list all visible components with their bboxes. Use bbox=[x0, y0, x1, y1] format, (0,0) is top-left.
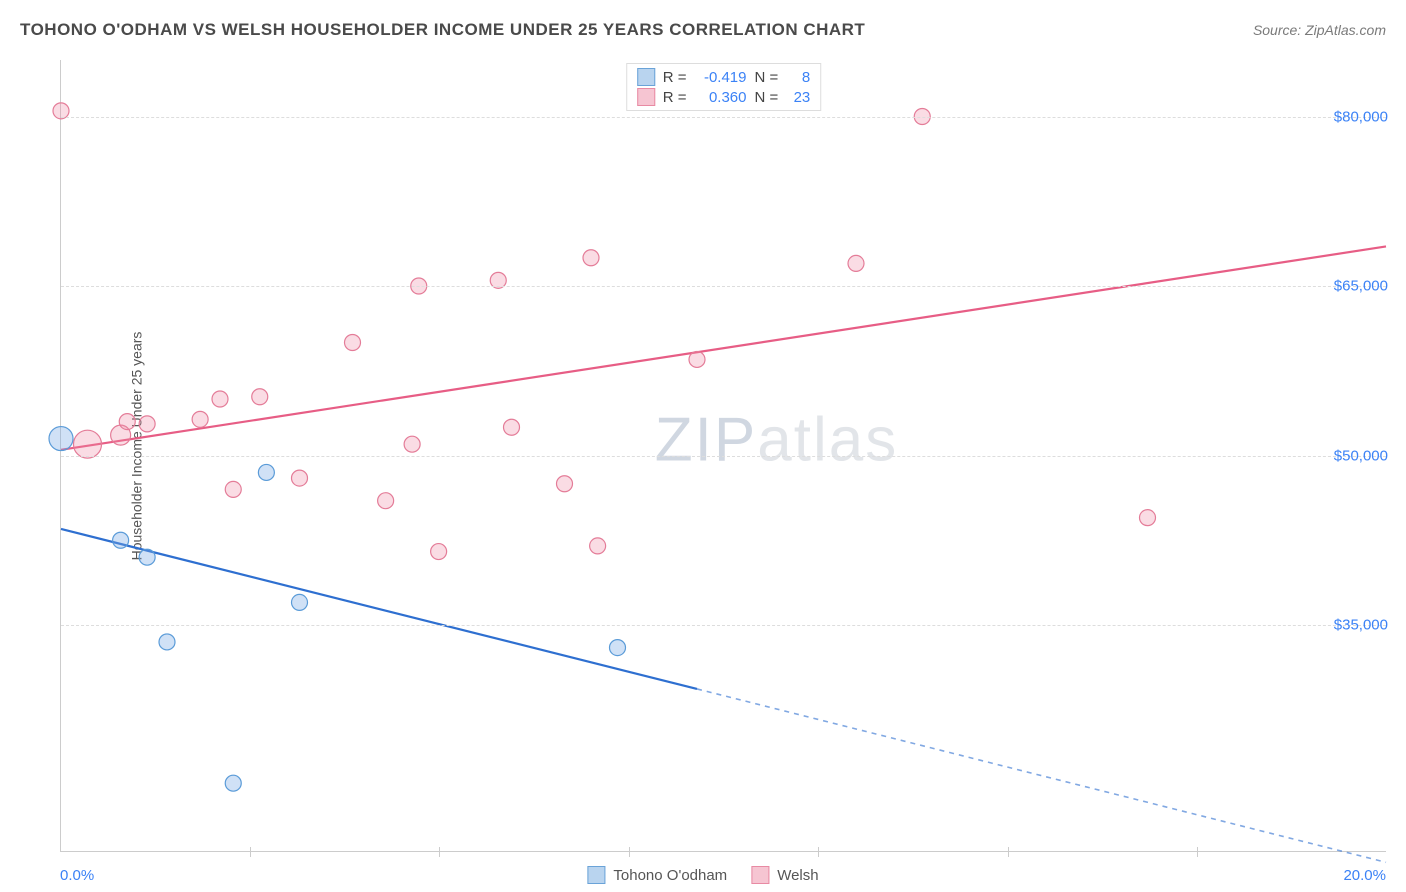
swatch-icon bbox=[587, 866, 605, 884]
x-tick-max: 20.0% bbox=[1343, 867, 1386, 884]
legend-item-tohono: Tohono O'odham bbox=[587, 866, 727, 884]
chart-title: TOHONO O'ODHAM VS WELSH HOUSEHOLDER INCO… bbox=[20, 20, 865, 40]
legend-row-tohono: R = -0.419 N = 8 bbox=[637, 68, 811, 86]
correlation-legend: R = -0.419 N = 8 R = 0.360 N = 23 bbox=[626, 63, 822, 111]
N-label: N = bbox=[755, 69, 779, 86]
y-tick-label: $50,000 bbox=[1334, 447, 1388, 464]
source-credit: Source: ZipAtlas.com bbox=[1253, 22, 1386, 38]
legend-item-welsh: Welsh bbox=[751, 866, 818, 884]
N-value: 23 bbox=[786, 89, 810, 106]
R-value: 0.360 bbox=[695, 89, 747, 106]
swatch-icon bbox=[637, 88, 655, 106]
y-tick-label: $65,000 bbox=[1334, 278, 1388, 295]
swatch-icon bbox=[637, 68, 655, 86]
R-value: -0.419 bbox=[695, 69, 747, 86]
legend-label: Tohono O'odham bbox=[613, 867, 727, 884]
legend-row-welsh: R = 0.360 N = 23 bbox=[637, 88, 811, 106]
series-legend: Tohono O'odham Welsh bbox=[587, 866, 818, 884]
y-tick-label: $35,000 bbox=[1334, 617, 1388, 634]
swatch-icon bbox=[751, 866, 769, 884]
R-label: R = bbox=[663, 89, 687, 106]
R-label: R = bbox=[663, 69, 687, 86]
x-tick-min: 0.0% bbox=[60, 867, 94, 884]
chart-plot-area: ZIPatlas R = -0.419 N = 8 R = 0.360 N = … bbox=[60, 60, 1386, 852]
y-tick-label: $80,000 bbox=[1334, 108, 1388, 125]
N-label: N = bbox=[755, 89, 779, 106]
N-value: 8 bbox=[786, 69, 810, 86]
legend-label: Welsh bbox=[777, 867, 818, 884]
